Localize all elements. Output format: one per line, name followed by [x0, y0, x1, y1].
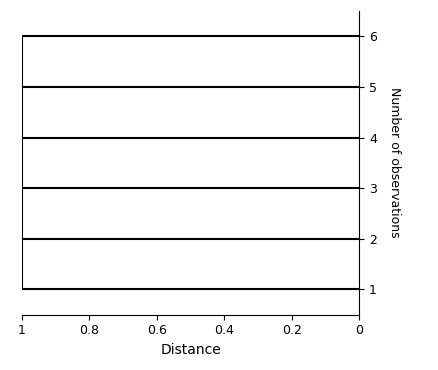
X-axis label: Distance: Distance	[160, 343, 221, 357]
Y-axis label: Number of observations: Number of observations	[388, 87, 401, 238]
